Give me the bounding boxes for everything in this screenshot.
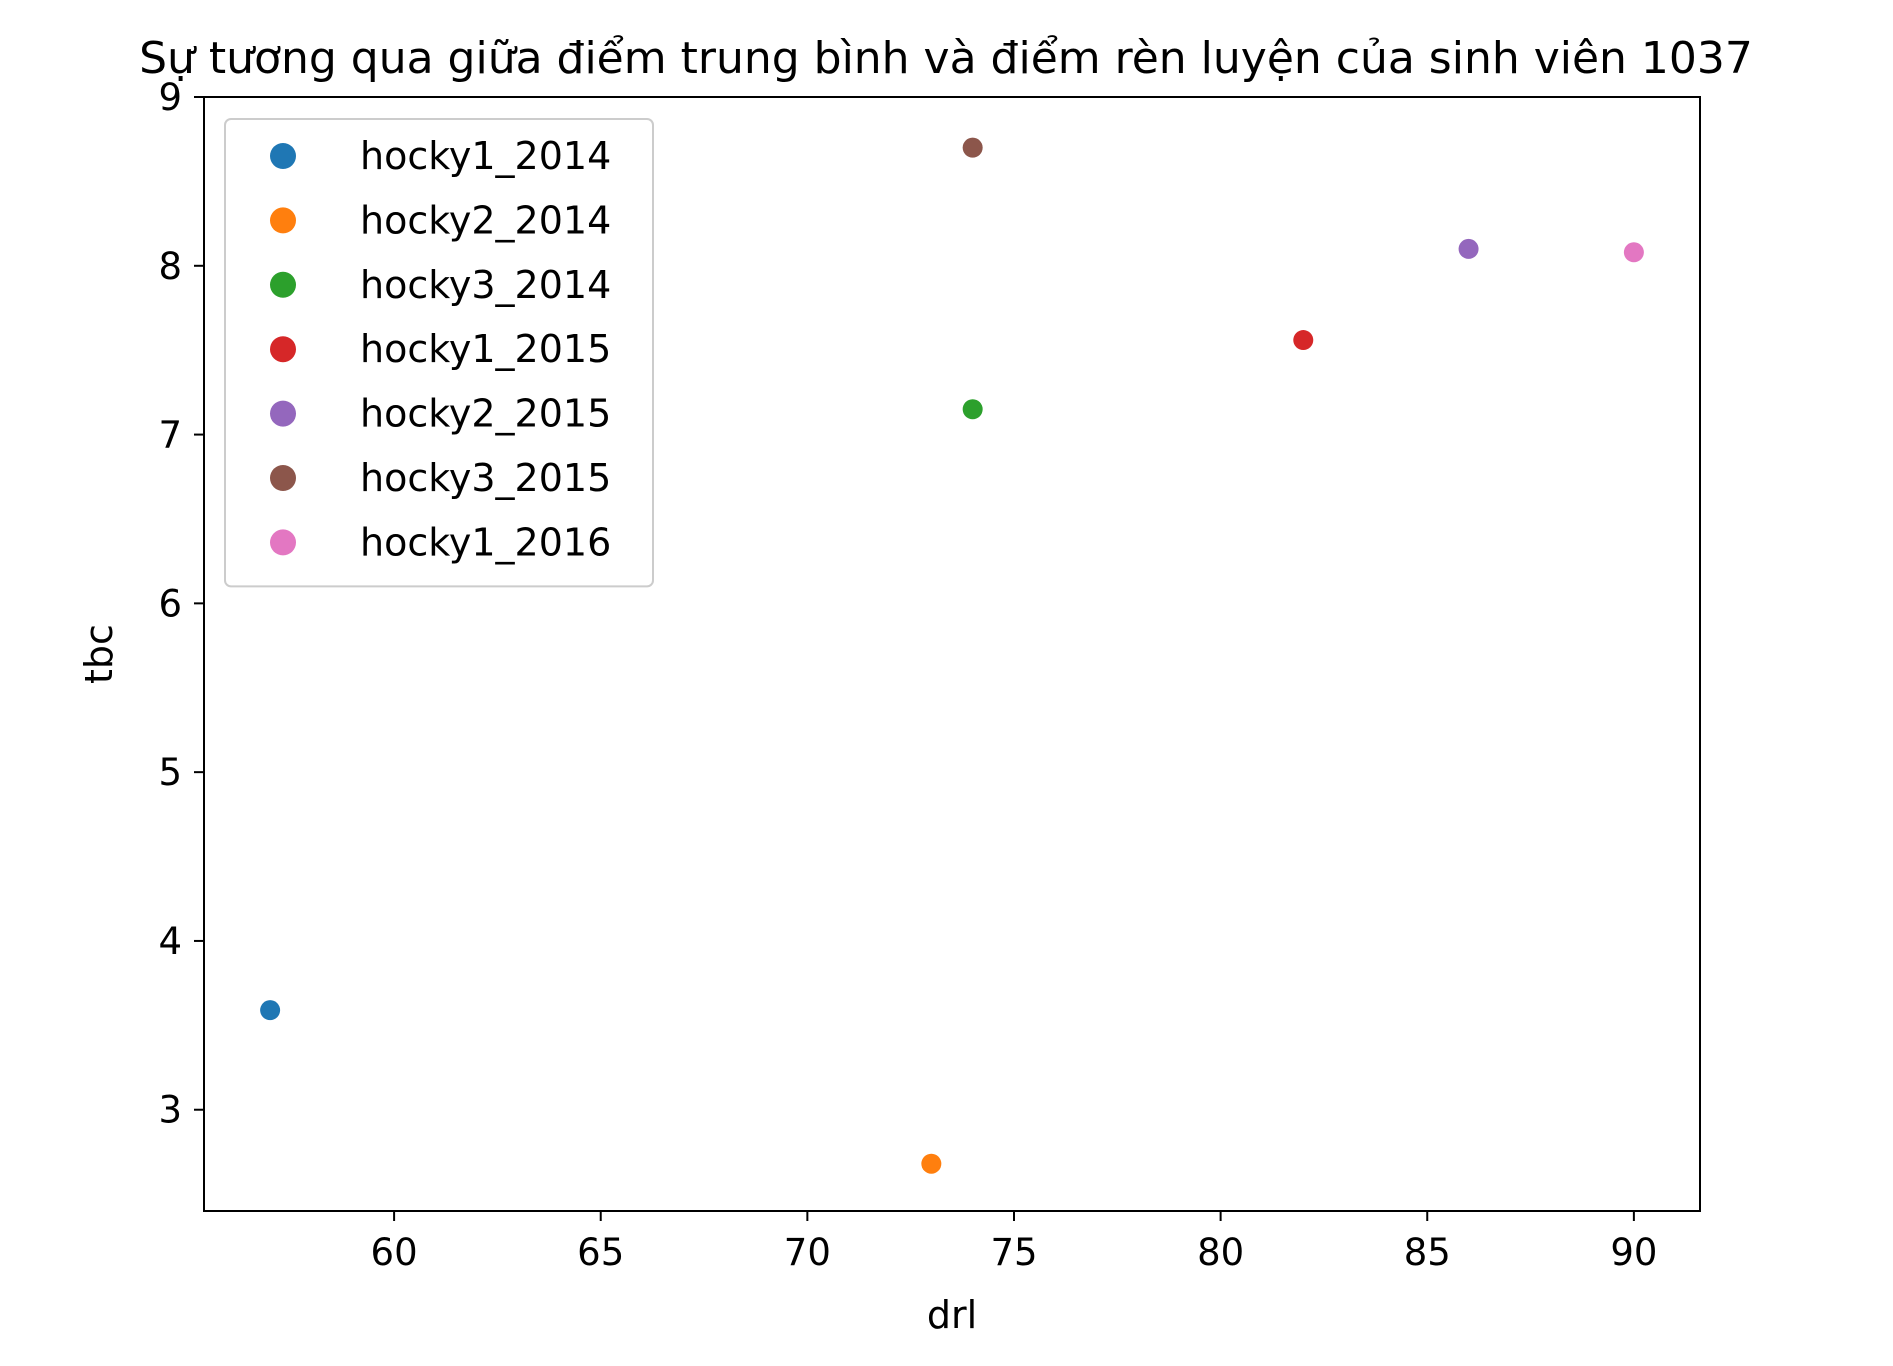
y-tick-label: 8 xyxy=(158,245,182,288)
legend-label: hocky3_2014 xyxy=(360,263,611,307)
y-tick-label: 5 xyxy=(158,751,182,794)
scatter-point-hocky3-2015 xyxy=(962,137,983,158)
x-axis-ticks: 60 65 70 75 80 85 90 xyxy=(371,1211,1657,1274)
legend-label: hocky2_2014 xyxy=(360,198,611,242)
scatter-point-hocky1-2016 xyxy=(1623,242,1644,263)
legend-marker xyxy=(270,336,296,363)
legend-label: hocky1_2016 xyxy=(360,520,611,564)
y-tick-label: 9 xyxy=(158,76,182,119)
x-tick-label: 80 xyxy=(1197,1231,1244,1274)
legend-label: hocky1_2015 xyxy=(360,327,611,371)
legend-marker xyxy=(270,465,296,491)
y-tick-label: 4 xyxy=(158,920,182,963)
x-tick-label: 70 xyxy=(784,1231,831,1274)
scatter-point-hocky3-2014 xyxy=(962,399,983,420)
legend-label: hocky3_2015 xyxy=(360,456,611,500)
legend-label: hocky1_2014 xyxy=(360,134,611,178)
legend: hocky1_2014 hocky2_2014 hocky3_2014 hocky1_… xyxy=(224,118,654,588)
legend-marker xyxy=(270,143,296,169)
chart-title: Sự tương qua giữa điểm trung bình và điể… xyxy=(139,33,1753,84)
legend-marker xyxy=(270,529,296,556)
legend-marker xyxy=(270,207,296,234)
scatter-point-hocky2-2014 xyxy=(921,1153,942,1174)
y-tick-label: 7 xyxy=(158,414,182,457)
legend-marker xyxy=(270,271,296,298)
scatter-point-hocky1-2014 xyxy=(260,1000,281,1021)
scatter-point-hocky2-2015 xyxy=(1458,238,1479,259)
x-tick-label: 85 xyxy=(1404,1231,1451,1274)
x-tick-label: 90 xyxy=(1610,1231,1657,1274)
y-tick-label: 3 xyxy=(158,1089,182,1132)
x-tick-label: 65 xyxy=(577,1231,624,1274)
y-axis-ticks: 3 4 5 6 7 8 9 xyxy=(158,76,204,1132)
legend-items: hocky1_2014 hocky2_2014 hocky3_2014 hocky1_… xyxy=(270,134,611,564)
x-axis-label: drl xyxy=(927,1293,977,1337)
scatter-point-hocky1-2015 xyxy=(1293,330,1314,351)
y-axis-label: tbc xyxy=(77,624,121,684)
data-points xyxy=(260,137,1644,1174)
legend-label: hocky2_2015 xyxy=(360,392,611,436)
legend-marker xyxy=(270,400,296,427)
x-tick-label: 60 xyxy=(371,1231,418,1274)
y-tick-label: 6 xyxy=(158,582,182,625)
legend-box xyxy=(224,118,654,588)
x-tick-label: 75 xyxy=(990,1231,1037,1274)
